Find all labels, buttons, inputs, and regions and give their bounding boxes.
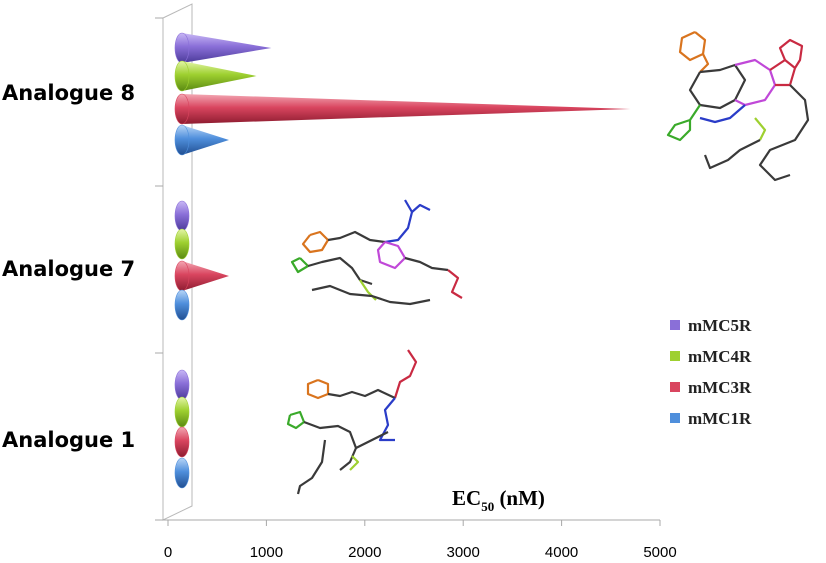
x-axis-title-unit: (nM) [494,486,545,510]
legend-swatch-mmc4r [670,351,680,361]
bar-base-mmc5r-2 [174,369,190,401]
bar-mmc4r-0 [182,61,257,91]
legend-swatch-mmc5r [670,320,680,330]
bar-base-mmc5r-0 [174,32,190,64]
x-axis-title: EC50 (nM) [452,486,545,514]
x-axis: 0 1000 2000 3000 4000 5000 [164,520,677,561]
legend-label-mmc3r: mMC3R [688,378,752,397]
chart-wall [155,3,660,521]
bar-base-mmc4r-2 [174,396,190,428]
molecule-structure-analogue-7 [290,199,463,306]
x-tick-label: 3000 [447,544,480,561]
legend-label-mmc4r: mMC4R [688,347,752,366]
bar-mmc5r-0 [182,33,272,63]
bar-mmc1r-0 [182,125,230,155]
category-label-analogue-7: Analogue 7 [2,257,135,281]
x-tick-label: 5000 [643,544,676,561]
bar-base-mmc3r-1 [174,260,190,292]
x-axis-title-main: EC [452,486,481,510]
bar-base-mmc5r-1 [174,200,190,232]
legend-label-mmc5r: mMC5R [688,316,752,335]
x-tick-label: 4000 [545,544,578,561]
bar-base-mmc1r-2 [174,457,190,489]
molecule-structure-analogue-8 [666,31,810,182]
bar-base-mmc1r-1 [174,289,190,321]
x-tick-label: 0 [164,544,172,561]
legend: mMC5R mMC4R mMC3R mMC1R [670,316,752,428]
legend-swatch-mmc1r [670,413,680,423]
category-label-analogue-8: Analogue 8 [2,81,135,105]
legend-swatch-mmc3r [670,382,680,392]
legend-label-mmc1r: mMC1R [688,409,752,428]
bar-mmc3r-1 [182,261,230,291]
x-tick-label: 1000 [250,544,283,561]
bar-base-mmc3r-2 [174,426,190,458]
bar-base-mmc4r-1 [174,228,190,260]
bar-base-mmc4r-0 [174,60,190,92]
x-tick-label: 2000 [348,544,381,561]
x-axis-title-subscript: 50 [481,499,494,514]
bar-base-mmc3r-0 [174,93,190,125]
bar-group [174,32,631,489]
bar-mmc3r-0 [182,94,631,124]
bar-base-mmc1r-0 [174,124,190,156]
category-label-analogue-1: Analogue 1 [2,428,135,452]
molecule-structure-analogue-1 [286,349,418,495]
